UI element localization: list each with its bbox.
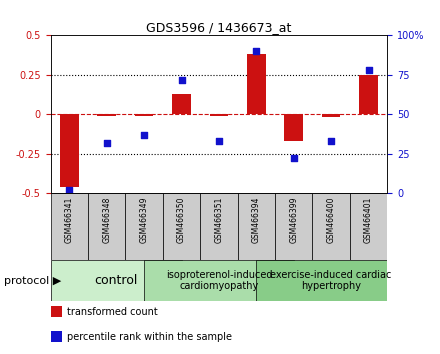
- Bar: [359, 75, 378, 114]
- Text: isoproterenol-induced
cardiomyopathy: isoproterenol-induced cardiomyopathy: [165, 270, 272, 291]
- Bar: [51, 331, 62, 342]
- Point: [290, 155, 297, 161]
- Text: protocol ▶: protocol ▶: [4, 275, 62, 286]
- Text: GSM466400: GSM466400: [326, 196, 336, 243]
- Text: control: control: [94, 274, 138, 287]
- Point: [365, 67, 372, 73]
- Point: [253, 48, 260, 54]
- Text: transformed count: transformed count: [67, 307, 158, 317]
- Bar: [172, 94, 191, 114]
- Bar: [275, 193, 312, 260]
- Bar: [51, 193, 88, 260]
- Point: [178, 77, 185, 82]
- Point: [327, 138, 335, 144]
- Text: GSM466348: GSM466348: [102, 196, 111, 243]
- Text: GSM466399: GSM466399: [289, 196, 298, 243]
- Bar: [97, 114, 116, 116]
- Bar: [51, 306, 62, 317]
- Text: GSM466350: GSM466350: [177, 196, 186, 243]
- Bar: [125, 193, 163, 260]
- Title: GDS3596 / 1436673_at: GDS3596 / 1436673_at: [146, 21, 292, 34]
- Bar: [256, 260, 406, 301]
- Point: [66, 187, 73, 193]
- Bar: [209, 114, 228, 116]
- Bar: [284, 114, 303, 141]
- Text: GSM466401: GSM466401: [364, 196, 373, 243]
- Text: GSM466349: GSM466349: [139, 196, 149, 243]
- Point: [216, 138, 223, 144]
- Text: percentile rank within the sample: percentile rank within the sample: [67, 332, 232, 342]
- Bar: [322, 114, 341, 117]
- Text: GSM466351: GSM466351: [214, 196, 224, 243]
- Bar: [135, 114, 154, 116]
- Bar: [163, 193, 200, 260]
- Bar: [350, 193, 387, 260]
- Bar: [247, 54, 266, 114]
- Point: [103, 140, 110, 145]
- Text: exercise-induced cardiac
hypertrophy: exercise-induced cardiac hypertrophy: [271, 270, 392, 291]
- Bar: [238, 193, 275, 260]
- Bar: [51, 260, 181, 301]
- Bar: [312, 193, 350, 260]
- Bar: [88, 193, 125, 260]
- Text: GSM466394: GSM466394: [252, 196, 261, 243]
- Text: GSM466341: GSM466341: [65, 196, 74, 243]
- Bar: [144, 260, 294, 301]
- Bar: [60, 114, 79, 187]
- Point: [141, 132, 148, 137]
- Bar: [200, 193, 238, 260]
